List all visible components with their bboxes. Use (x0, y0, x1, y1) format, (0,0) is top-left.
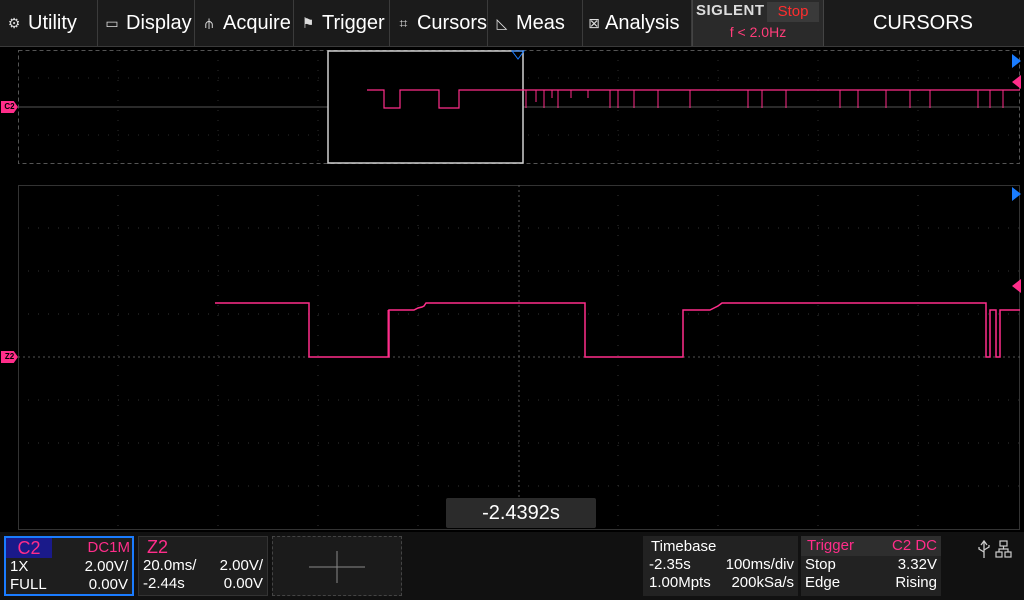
active-menu-title: CURSORS (872, 12, 973, 34)
gear-icon: ⚙ (7, 14, 21, 31)
network-icon (995, 540, 1012, 558)
menu-trigger[interactable]: ⚑ Trigger (294, 0, 390, 46)
zoom-waveform-area[interactable] (18, 185, 1020, 530)
menu-utility[interactable]: ⚙ Utility (0, 0, 98, 46)
trigger-source: C2 DC (891, 537, 937, 554)
menu-bar: ⚙ Utility ▭ Display ⫛ Acquire ⚑ Trigger … (0, 0, 1024, 47)
menu-meas-label: Meas (516, 11, 565, 34)
zoom-trigger-level-marker[interactable] (1012, 279, 1021, 293)
monitor-icon: ▭ (105, 14, 119, 31)
timebase-scale: 100ms/div (725, 556, 794, 573)
add-channel-slot[interactable] (272, 536, 402, 596)
overview-waveform-area[interactable] (18, 50, 1020, 164)
flag-icon: ⚑ (301, 14, 315, 31)
channel-c2-offset: 0.00V (88, 576, 128, 593)
overview-channel-marker[interactable]: C2 (1, 101, 18, 113)
trigger-mode: Stop (805, 556, 836, 573)
menu-display-label: Display (126, 11, 192, 34)
cursor-grid-icon: ⌗ (399, 14, 408, 31)
channel-c2-bandwidth: FULL (10, 576, 47, 593)
channel-c2-probe: 1X (10, 558, 29, 575)
menu-trigger-label: Trigger (322, 11, 385, 34)
menu-meas[interactable]: ◺ Meas (488, 0, 583, 46)
menu-cursors-label: Cursors (416, 11, 487, 34)
overview-trigger-position-marker[interactable] (1012, 54, 1021, 68)
channel-c2-tag: C2 (6, 538, 52, 558)
menu-acquire-label: Acquire (223, 11, 291, 34)
channel-c2-scale: 2.00V/ (84, 558, 128, 575)
zoom-trigger-position-marker[interactable] (1012, 187, 1021, 201)
run-stop-status[interactable]: Stop (767, 2, 819, 22)
channel-c2-coupling: DC1M (87, 539, 130, 556)
trigger-box[interactable]: Trigger C2 DC Stop 3.32V Edge Rising (801, 536, 941, 596)
timebase-title: Timebase (651, 538, 717, 555)
timebase-box[interactable]: Timebase -2.35s 100ms/div 1.00Mpts 200kS… (643, 536, 798, 596)
menu-analysis-label: Analysis (605, 11, 680, 34)
status-icons (978, 539, 1012, 558)
zoom-z2-offset: 0.00V (223, 575, 263, 592)
trigger-level: 3.32V (897, 556, 937, 573)
zoom-grid (18, 185, 1020, 530)
usb-icon (978, 539, 990, 558)
siglent-logo: SIGLENT (696, 2, 765, 19)
zoom-z2-tag: Z2 (147, 537, 169, 557)
brand-status: SIGLENT Stop f < 2.0Hz (692, 0, 824, 46)
trigger-header: Trigger C2 DC (801, 536, 941, 556)
channel-c2-box[interactable]: C2 DC1M 1X 2.00V/ FULL 0.00V (4, 536, 134, 596)
zoom-trace (215, 302, 1020, 358)
connection-status (944, 536, 1022, 596)
crosshair-icon (309, 551, 365, 583)
menu-cursors[interactable]: ⌗ Cursors (390, 0, 488, 46)
timebase-sample-rate: 200kSa/s (731, 574, 794, 591)
menu-utility-label: Utility (28, 11, 77, 34)
overview-grid (18, 50, 1020, 164)
acquire-icon: ⫛ (204, 14, 214, 31)
analysis-icon: ⊠ (588, 14, 600, 31)
menu-acquire[interactable]: ⫛ Acquire (195, 0, 294, 46)
trigger-slope: Rising (895, 574, 937, 591)
zoom-z2-box[interactable]: Z2 20.0ms/ 2.00V/ -2.44s 0.00V (138, 536, 268, 596)
overview-trigger-level-marker[interactable] (1012, 75, 1021, 89)
zoom-channel-marker[interactable]: Z2 (1, 351, 18, 363)
zoom-z2-delay: -2.44s (143, 575, 185, 592)
cursor-time-readout: -2.4392s (446, 498, 596, 528)
timebase-delay: -2.35s (649, 556, 691, 573)
zoom-z2-timebase: 20.0ms/ (143, 557, 197, 574)
menu-display[interactable]: ▭ Display (98, 0, 195, 46)
timebase-memory-depth: 1.00Mpts (649, 574, 711, 591)
trigger-frequency: f < 2.0Hz (729, 24, 787, 40)
zoom-z2-scale: 2.00V/ (219, 557, 263, 574)
overview-trace (367, 89, 1020, 109)
meas-icon: ◺ (496, 14, 508, 31)
menu-analysis[interactable]: ⊠ Analysis (583, 0, 692, 46)
trigger-type: Edge (805, 574, 841, 591)
trigger-title: Trigger (807, 537, 854, 554)
